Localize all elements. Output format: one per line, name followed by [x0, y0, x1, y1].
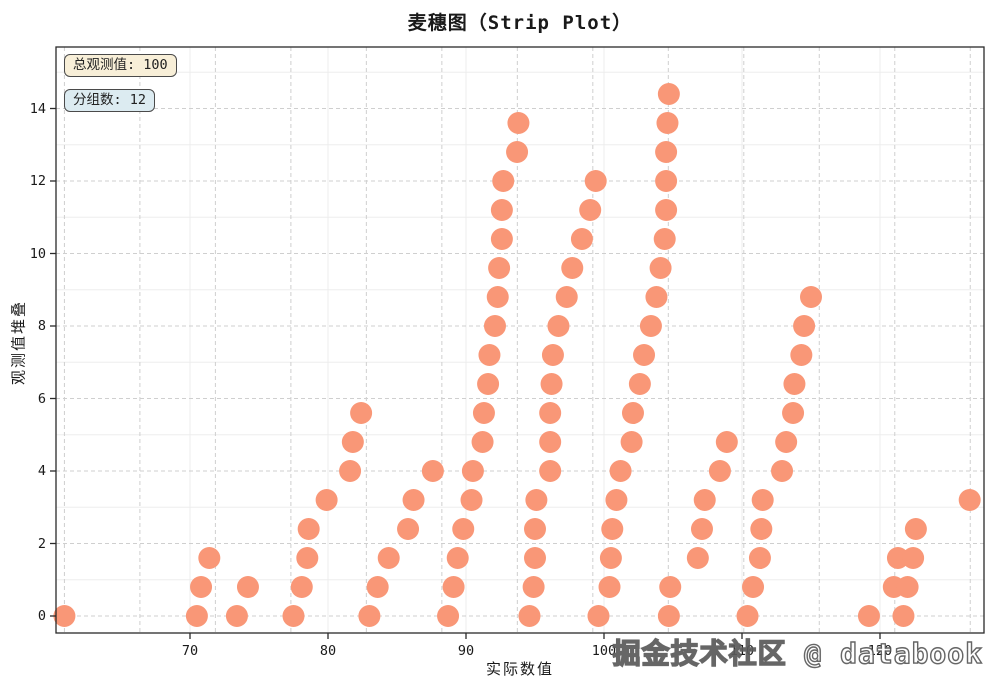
watermark-text: 掘金技术社区 @ databook [612, 636, 983, 670]
y-tick-label: 6 [37, 390, 46, 407]
x-tick-label: 100 [591, 643, 617, 659]
chart-title: 麦穗图（Strip Plot） [407, 12, 633, 34]
y-tick-label: 0 [37, 608, 46, 624]
y-tick-label: 2 [37, 535, 46, 552]
group-count-badge: 分组数: 12 [64, 89, 156, 112]
x-axis-label: 实际数值 [485, 660, 554, 678]
y-tick-label: 4 [37, 463, 46, 479]
y-tick-label: 8 [37, 318, 46, 334]
y-tick-label: 10 [29, 245, 46, 262]
x-tick-label: 90 [457, 643, 475, 659]
y-tick-label: 12 [29, 173, 46, 189]
x-tick-label: 70 [181, 643, 199, 659]
x-tick-label: 110 [729, 643, 755, 659]
x-tick-label: 120 [867, 643, 893, 659]
x-tick-label: 80 [319, 643, 337, 659]
total-observations-badge: 总观测值: 100 [64, 54, 177, 77]
y-tick-label: 14 [29, 100, 46, 117]
